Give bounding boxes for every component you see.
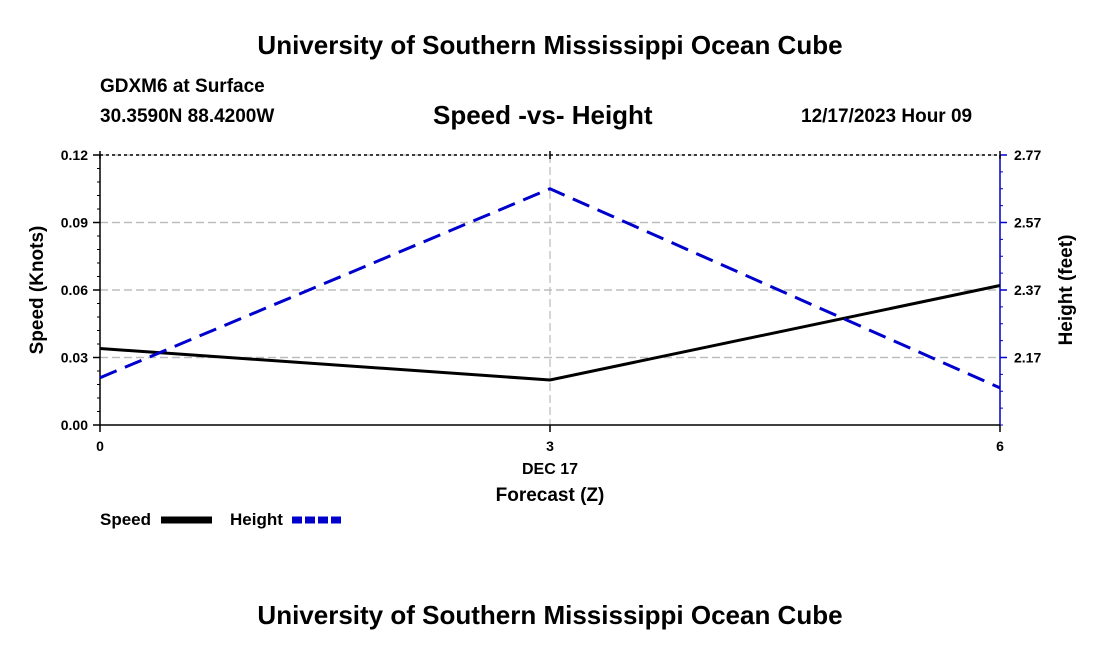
series-speed-line: [99, 284, 1001, 382]
left-tick-label: 0.12: [61, 147, 88, 163]
chart-title: Speed -vs- Height: [433, 100, 653, 130]
legend-label-height: Height: [230, 510, 283, 529]
grid: [100, 154, 1000, 425]
x-tick-label: 6: [996, 438, 1004, 454]
left-axis-label: Speed (Knots): [27, 226, 48, 355]
right-tick-label: 2.57: [1014, 215, 1041, 231]
right-axis-label: Height (feet): [1056, 235, 1077, 346]
station-label: GDXM6 at Surface: [100, 76, 265, 97]
series-height-line: [99, 187, 1001, 390]
left-tick-label: 0.09: [61, 215, 88, 231]
coordinates-label: 30.3590N 88.4200W: [100, 106, 275, 127]
date-label: 12/17/2023 Hour 09: [801, 106, 973, 127]
x-tick-label: 3: [546, 438, 554, 454]
ticks: 0.00 0.03 0.06 0.09 0.12 2.17 2.37 2.57 2.77 0 3 6 D…: [27, 147, 1077, 506]
bottom-title: University of Southern Mississippi Ocean…: [257, 600, 843, 630]
x-tick-label: 0: [96, 438, 104, 454]
right-tick-label: 2.77: [1014, 147, 1041, 163]
x-axis-label: Forecast (Z): [496, 485, 605, 506]
series-lines: [99, 187, 1001, 390]
left-tick-label: 0.06: [61, 282, 88, 298]
legend: Speed Height: [100, 510, 343, 529]
right-tick-label: 2.37: [1014, 282, 1041, 298]
left-tick-label: 0.00: [61, 417, 88, 433]
legend-label-speed: Speed: [100, 510, 151, 529]
right-tick-label: 2.17: [1014, 350, 1041, 366]
x-sublabel: DEC 17: [522, 461, 578, 478]
left-tick-label: 0.03: [61, 350, 88, 366]
top-title: University of Southern Mississippi Ocean…: [257, 30, 843, 60]
